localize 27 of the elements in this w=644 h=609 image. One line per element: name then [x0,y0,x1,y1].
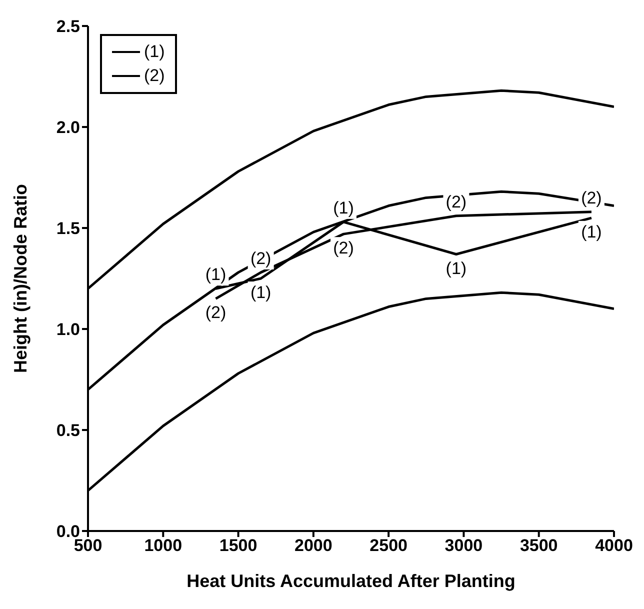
x-axis-title: Heat Units Accumulated After Planting [186,571,516,591]
text: (1) [581,222,602,242]
text: (1) [446,258,467,278]
x-tick-label: 1000 [144,536,182,556]
text: (2) [446,192,467,212]
x-tick-label: 3000 [444,536,483,556]
y-tick-label: 1.0 [56,320,80,340]
x-tick-label: 4000 [595,536,633,556]
x-tick-label: 1500 [219,536,258,556]
x-tick-label: 2000 [294,536,332,556]
y-tick-label: 0.5 [56,421,80,440]
y-tick-label: 2.5 [56,17,80,36]
text: (2) [581,188,602,208]
y-tick-label: 2.0 [56,118,80,138]
x-tick-label: 500 [74,536,102,556]
x-tick-label: 2500 [370,536,408,556]
legend-label: (1) [144,42,165,62]
y-tick-label: 1.5 [56,219,80,238]
legend-label: (2) [144,66,165,86]
text: (1) [333,198,354,218]
text: (1) [250,283,272,302]
x-tick-label: 3500 [520,536,558,556]
text: (1) [205,265,226,284]
text: (2) [250,248,272,268]
text: (2) [333,238,354,258]
y-axis-title: Height (in)/Node Ratio [10,184,30,373]
text: (2) [205,303,226,322]
